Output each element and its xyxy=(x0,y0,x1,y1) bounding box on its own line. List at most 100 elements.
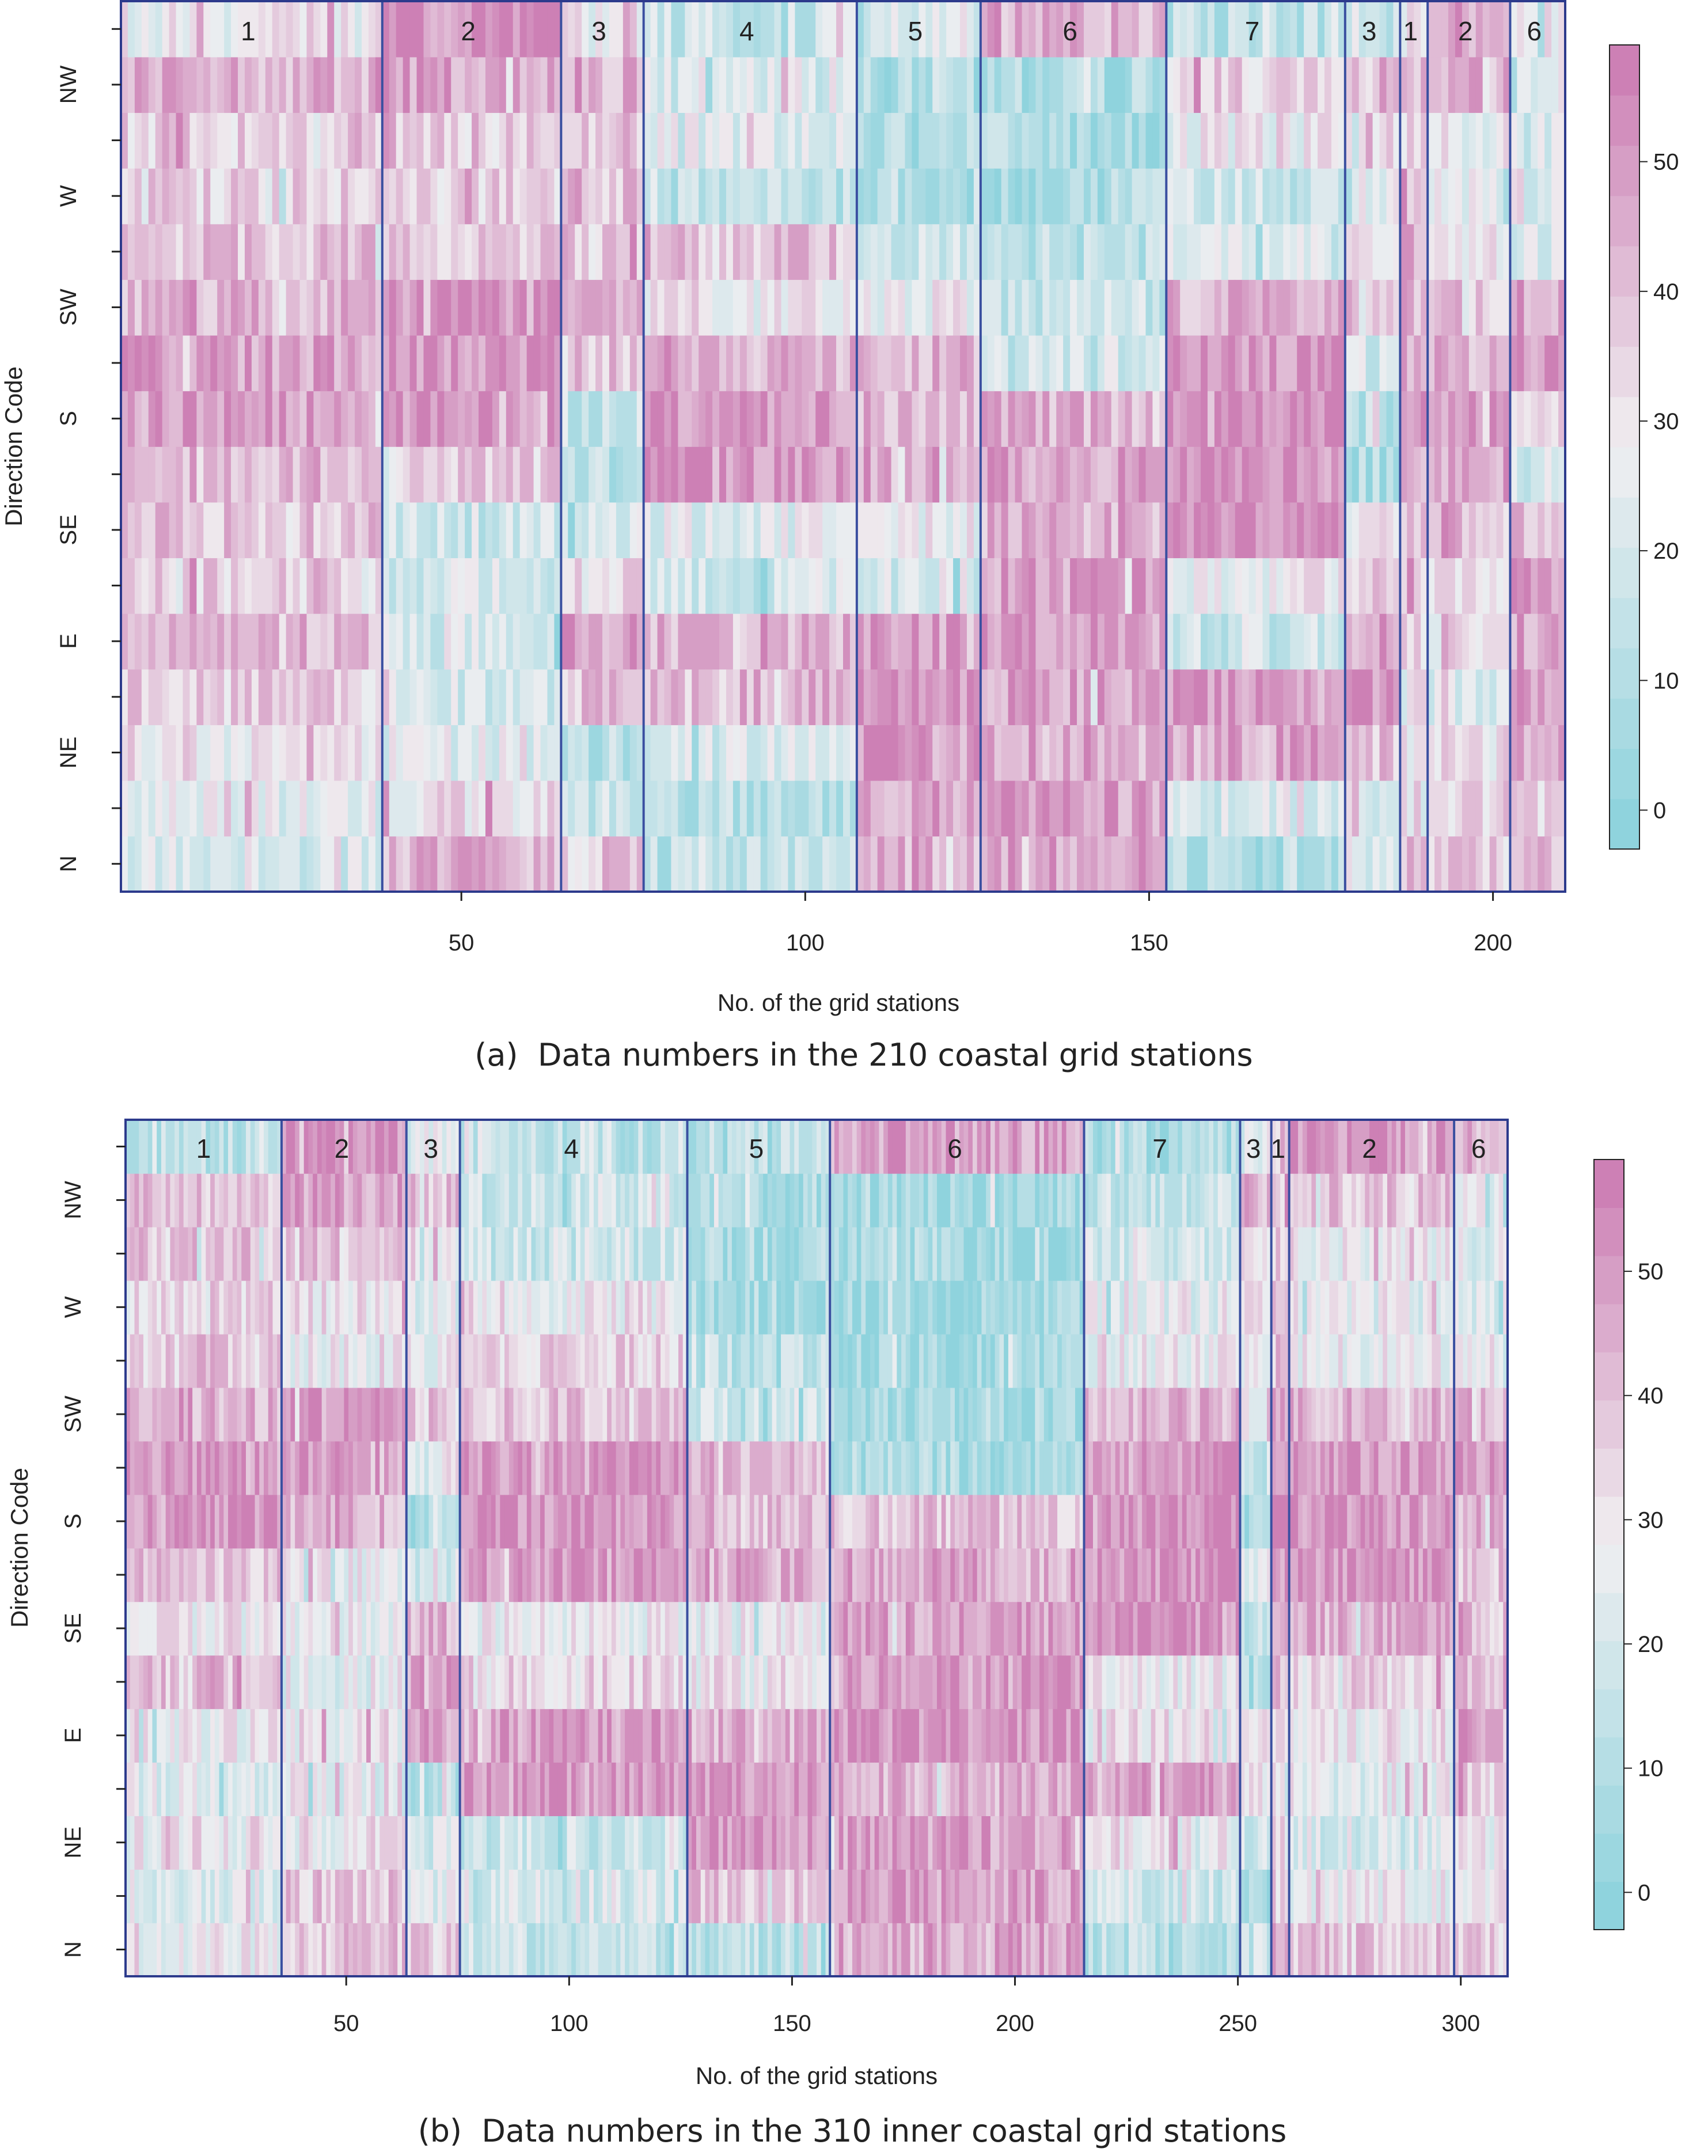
heatmap-cell xyxy=(500,1173,505,1227)
heatmap-cell xyxy=(795,168,803,225)
heatmap-cell xyxy=(134,669,142,725)
heatmap-cell xyxy=(513,613,521,670)
heatmap-cell xyxy=(1097,669,1105,725)
heatmap-cell xyxy=(232,1494,238,1549)
heatmap-cell xyxy=(1524,669,1532,725)
heatmap-cell xyxy=(388,1923,394,1977)
heatmap-cell xyxy=(1070,223,1077,280)
heatmap-cell xyxy=(1104,780,1112,837)
heatmap-cell xyxy=(419,1601,425,1656)
heatmap-cell xyxy=(1104,112,1112,169)
heatmap-cell xyxy=(1173,558,1181,614)
heatmap-cell xyxy=(384,1923,389,1977)
heatmap-cell xyxy=(126,1441,131,1495)
heatmap-cell xyxy=(712,725,720,781)
heatmap-cell xyxy=(905,669,913,725)
heatmap-cell xyxy=(685,613,693,670)
heatmap-cell xyxy=(331,1708,336,1763)
heatmap-cell xyxy=(375,335,383,392)
heatmap-cell xyxy=(760,446,768,503)
heatmap-cell xyxy=(504,1494,510,1549)
heatmap-cell xyxy=(370,1762,376,1816)
heatmap-cell xyxy=(1111,56,1119,113)
heatmap-cell xyxy=(1352,669,1360,725)
heatmap-cell xyxy=(370,1226,376,1281)
heatmap-cell xyxy=(719,446,727,503)
heatmap-cell xyxy=(1090,391,1098,447)
heatmap-cell xyxy=(375,112,383,169)
heatmap-cell xyxy=(692,56,699,113)
heatmap-cell xyxy=(519,780,527,837)
legend-swatch xyxy=(1610,748,1639,799)
heatmap-cell xyxy=(183,725,191,781)
heatmap-cell xyxy=(250,1708,256,1763)
heatmap-cell xyxy=(788,836,796,892)
heatmap-cell xyxy=(409,836,417,892)
heatmap-cell xyxy=(465,836,472,892)
heatmap-cell xyxy=(279,558,287,614)
heatmap-cell xyxy=(402,1869,407,1923)
heatmap-cell xyxy=(203,56,211,113)
heatmap-cell xyxy=(472,56,479,113)
heatmap-cell xyxy=(554,1,562,58)
heatmap-cell xyxy=(753,112,761,169)
heatmap-cell xyxy=(1386,56,1394,113)
heatmap-cell xyxy=(1544,558,1552,614)
heatmap-cell xyxy=(1538,168,1545,225)
heatmap-cell xyxy=(1035,279,1043,336)
heatmap-cell xyxy=(370,1173,376,1227)
heatmap-cell xyxy=(415,1173,420,1227)
heatmap-cell xyxy=(925,836,933,892)
heatmap-cell xyxy=(508,1708,514,1763)
heatmap-cell xyxy=(1324,558,1332,614)
heatmap-cell xyxy=(183,335,191,392)
heatmap-cell xyxy=(568,56,576,113)
heatmap-cell xyxy=(279,446,287,503)
heatmap-cell xyxy=(1524,502,1532,559)
heatmap-cell xyxy=(1372,335,1380,392)
heatmap-cell xyxy=(1235,335,1243,392)
heatmap-cell xyxy=(415,1816,420,1870)
heatmap-cell xyxy=(348,1333,354,1388)
heatmap-cell xyxy=(196,836,204,892)
heatmap-cell xyxy=(183,1548,189,1602)
heatmap-cell xyxy=(210,1923,215,1977)
heatmap-cell xyxy=(472,279,479,336)
heatmap-cell xyxy=(157,1173,162,1227)
heatmap-cell xyxy=(836,335,844,392)
heatmap-cell xyxy=(1462,223,1470,280)
heatmap-cell xyxy=(334,669,341,725)
heatmap-cell xyxy=(366,1333,371,1388)
heatmap-cell xyxy=(918,502,927,559)
heatmap-cell xyxy=(127,391,135,447)
heatmap-cell xyxy=(451,1494,456,1549)
heatmap-cell xyxy=(623,502,631,559)
heatmap-cell xyxy=(228,1869,233,1923)
heatmap-cell xyxy=(822,1,830,58)
heatmap-cell xyxy=(1056,613,1064,670)
heatmap-cell xyxy=(1145,780,1153,837)
heatmap-cell xyxy=(206,1601,211,1656)
heatmap-cell xyxy=(1297,1,1304,58)
heatmap-cell xyxy=(259,1548,264,1602)
heatmap-cell xyxy=(183,1494,189,1549)
heatmap-cell xyxy=(657,223,665,280)
heatmap-cell xyxy=(609,558,617,614)
heatmap-cell xyxy=(308,1923,313,1977)
heatmap-cell xyxy=(589,1,596,58)
heatmap-cell xyxy=(192,1387,198,1442)
heatmap-cell xyxy=(1221,780,1229,837)
heatmap-cell xyxy=(299,56,308,113)
heatmap-cell xyxy=(932,279,940,336)
heatmap-cell xyxy=(143,1494,149,1549)
heatmap-cell xyxy=(355,223,362,280)
heatmap-cell xyxy=(382,558,390,614)
heatmap-cell xyxy=(1393,613,1401,670)
heatmap-cell xyxy=(1028,56,1037,113)
heatmap-cell xyxy=(382,725,390,781)
legend-swatch xyxy=(1610,597,1639,649)
heatmap-cell xyxy=(508,1869,514,1923)
heatmap-cell xyxy=(272,1548,278,1602)
heatmap-cell xyxy=(201,1548,207,1602)
heatmap-cell xyxy=(1475,223,1483,280)
